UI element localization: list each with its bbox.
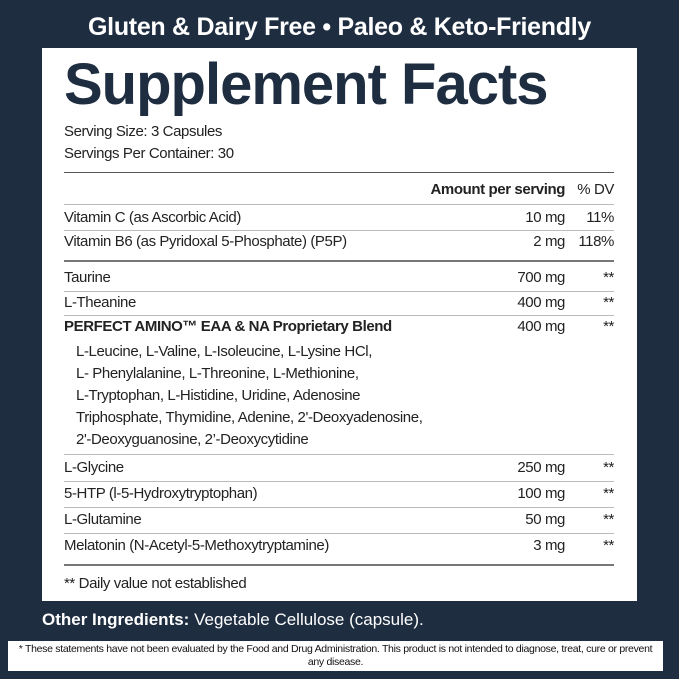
divider — [64, 260, 614, 262]
nutrient-dv: ** — [603, 318, 614, 335]
footnote: ** Daily value not established — [64, 575, 247, 592]
tagline: Gluten & Dairy Free • Paleo & Keto-Frien… — [88, 13, 591, 41]
other-ingredients: Other Ingredients: Vegetable Cellulose (… — [42, 610, 424, 630]
nutrient-name: L-Glutamine — [64, 511, 142, 528]
servings-per-container: Servings Per Container: 30 — [64, 145, 234, 162]
fda-disclaimer: * These statements have not been evaluat… — [8, 641, 663, 671]
nutrient-amount: 2 mg — [533, 233, 565, 250]
serving-size: Serving Size: 3 Capsules — [64, 123, 222, 140]
nutrient-name: Melatonin (N-Acetyl-5-Methoxytryptamine) — [64, 537, 329, 554]
nutrient-name: Vitamin C (as Ascorbic Acid) — [64, 209, 241, 226]
blend-ingredient-line: L- Phenylalanine, L-Threonine, L-Methion… — [76, 365, 359, 382]
panel-title: Supplement Facts — [64, 52, 549, 117]
divider — [64, 230, 614, 231]
divider — [64, 291, 614, 292]
divider — [64, 172, 614, 173]
blend-ingredient-line: L-Leucine, L-Valine, L-Isoleucine, L-Lys… — [76, 343, 372, 360]
nutrient-amount: 400 mg — [517, 318, 565, 335]
nutrient-name: 5-HTP (l-5-Hydroxytryptophan) — [64, 485, 258, 502]
nutrient-dv: ** — [603, 537, 614, 554]
nutrient-name: PERFECT AMINO™ EAA & NA Proprietary Blen… — [64, 318, 392, 335]
nutrient-amount: 50 mg — [525, 511, 565, 528]
divider — [64, 315, 614, 316]
nutrient-dv: ** — [603, 459, 614, 476]
other-ingredients-label: Other Ingredients: — [42, 610, 190, 629]
blend-ingredient-line: Triphosphate, Thymidine, Adenine, 2'-Deo… — [76, 409, 423, 426]
nutrient-amount: 10 mg — [525, 209, 565, 226]
divider — [64, 481, 614, 482]
divider — [64, 533, 614, 534]
divider — [64, 454, 614, 455]
nutrient-amount: 700 mg — [517, 269, 565, 286]
amount-header: Amount per serving — [430, 181, 566, 198]
nutrient-dv: ** — [603, 485, 614, 502]
nutrient-amount: 250 mg — [517, 459, 565, 476]
dv-header: % DV — [577, 181, 614, 198]
nutrient-name: L-Theanine — [64, 294, 136, 311]
nutrient-name: Vitamin B6 (as Pyridoxal 5-Phosphate) (P… — [64, 233, 347, 250]
nutrient-amount: 100 mg — [517, 485, 565, 502]
divider — [64, 507, 614, 508]
other-ingredients-value: Vegetable Cellulose (capsule). — [194, 610, 424, 629]
nutrient-amount: 400 mg — [517, 294, 565, 311]
nutrient-name: L-Glycine — [64, 459, 124, 476]
divider — [64, 564, 614, 566]
nutrient-name: Taurine — [64, 269, 111, 286]
blend-ingredient-line: 2'-Deoxyguanosine, 2’-Deoxycytidine — [76, 431, 309, 448]
nutrient-dv: 118% — [578, 233, 614, 250]
nutrient-dv: 11% — [586, 209, 614, 226]
blend-ingredient-line: L-Tryptophan, L-Histidine, Uridine, Aden… — [76, 387, 361, 404]
nutrient-amount: 3 mg — [533, 537, 565, 554]
divider — [64, 204, 614, 205]
disclaimer-text: * These statements have not been evaluat… — [18, 643, 653, 668]
nutrient-dv: ** — [603, 294, 614, 311]
supplement-facts-panel: Supplement Facts Serving Size: 3 Capsule… — [42, 48, 637, 601]
nutrient-dv: ** — [603, 269, 614, 286]
nutrient-dv: ** — [603, 511, 614, 528]
